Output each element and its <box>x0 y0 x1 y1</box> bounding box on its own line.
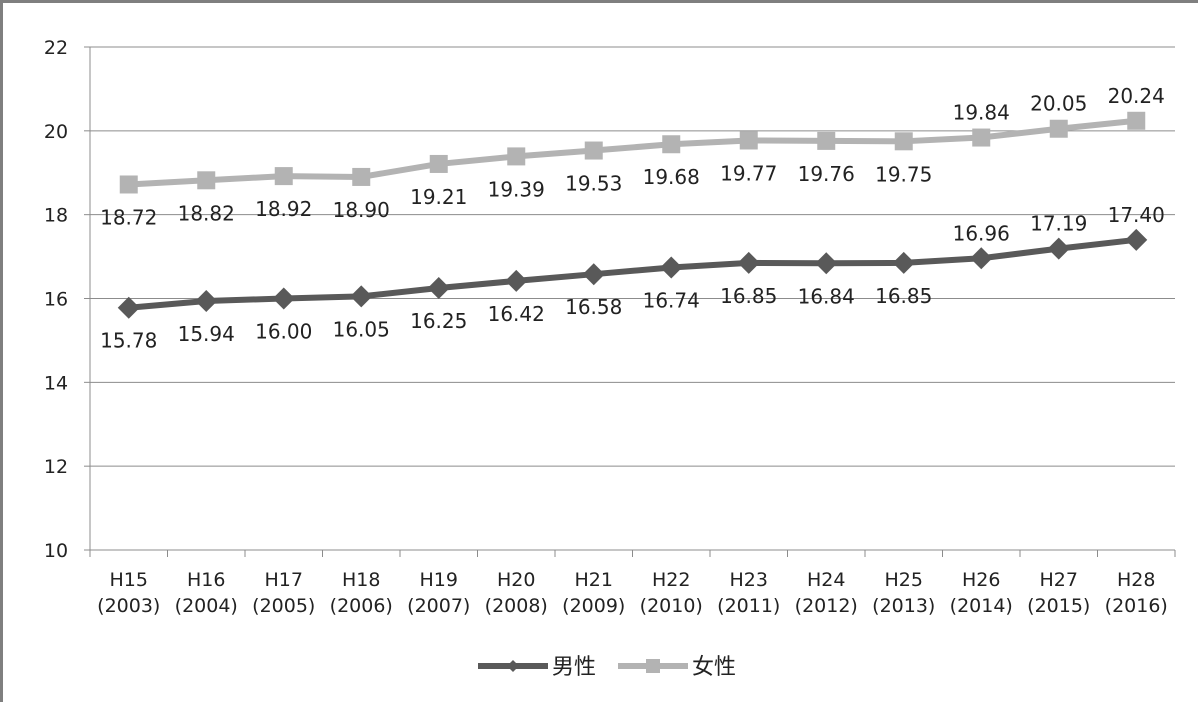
x-tick-label: H20 (2008) <box>485 569 548 617</box>
marker-diamond <box>970 247 993 270</box>
data-label: 17.40 <box>1108 203 1165 227</box>
marker-diamond <box>427 277 450 300</box>
y-tick-label: 22 <box>44 37 68 59</box>
y-tick-label: 16 <box>44 289 68 311</box>
legend-marker-square <box>646 659 660 673</box>
marker-square <box>1127 111 1146 130</box>
data-label: 15.78 <box>100 329 157 353</box>
y-tick-label: 18 <box>44 205 68 227</box>
data-label: 19.53 <box>565 172 622 196</box>
data-label: 18.90 <box>333 198 390 222</box>
x-tick-label: H16 (2004) <box>175 569 238 617</box>
x-tick-label: H28 (2016) <box>1105 569 1168 617</box>
data-label: 18.72 <box>100 205 157 229</box>
data-label: 16.00 <box>255 320 312 344</box>
data-label: 16.74 <box>643 288 700 312</box>
data-label: 16.85 <box>875 284 932 308</box>
marker-diamond <box>660 256 683 279</box>
series-lines <box>128 117 1137 311</box>
data-label: 15.94 <box>178 322 235 346</box>
marker-diamond <box>1125 228 1148 251</box>
data-label: 19.76 <box>798 162 855 186</box>
x-tick-label: H22 (2010) <box>640 569 703 617</box>
marker-square <box>662 135 681 154</box>
data-label: 19.21 <box>410 185 467 209</box>
marker-diamond <box>815 252 838 275</box>
legend-marker-diamond <box>507 660 519 672</box>
marker-diamond <box>582 263 605 286</box>
x-tick-label: H23 (2011) <box>717 569 780 617</box>
data-label: 18.92 <box>255 197 312 221</box>
data-label: 17.19 <box>1030 212 1087 236</box>
marker-square <box>507 147 526 166</box>
marker-square <box>817 131 836 150</box>
marker-diamond <box>505 269 528 292</box>
data-label: 16.84 <box>798 284 855 308</box>
marker-diamond <box>195 290 218 313</box>
data-label: 16.96 <box>953 221 1010 245</box>
data-label: 16.05 <box>333 317 390 341</box>
y-tick-label: 20 <box>44 121 68 143</box>
x-tick-label: H15 (2003) <box>97 569 160 617</box>
legend: 男性 女性 <box>478 655 736 680</box>
y-tick-label: 14 <box>44 372 68 394</box>
legend-label: 女性 <box>692 655 736 680</box>
data-label: 20.05 <box>1030 92 1087 116</box>
x-tick-label: H26 (2014) <box>950 569 1013 617</box>
data-label: 19.77 <box>720 161 777 185</box>
marker-diamond <box>350 285 373 308</box>
marker-square <box>584 141 603 160</box>
marker-square <box>739 131 758 150</box>
y-tick-label: 12 <box>44 456 68 478</box>
marker-diamond <box>1047 237 1070 260</box>
legend-label: 男性 <box>552 655 596 680</box>
marker-square <box>972 128 991 147</box>
x-tick-label: H18 (2006) <box>330 569 393 617</box>
y-tick-label: 10 <box>44 540 68 562</box>
data-label: 19.75 <box>875 162 932 186</box>
marker-square <box>119 175 138 194</box>
marker-diamond <box>737 251 760 274</box>
axes <box>84 46 1176 557</box>
x-tick-label: H17 (2005) <box>252 569 315 617</box>
marker-square <box>197 171 216 190</box>
marker-diamond <box>892 251 915 274</box>
series-line <box>128 236 1137 311</box>
data-labels: 15.78 15.94 16.00 16.05 16.25 16.42 16.58 16.74… <box>100 84 1165 353</box>
x-tick-label: H27 (2015) <box>1027 569 1090 617</box>
x-tick-label: H21 (2009) <box>562 569 625 617</box>
y-axis-ticks: 10 12 14 16 18 20 22 <box>44 37 68 562</box>
data-label: 19.39 <box>488 177 545 201</box>
data-label: 19.84 <box>953 101 1010 125</box>
series-line <box>128 117 1137 188</box>
x-tick-label: H24 (2012) <box>795 569 858 617</box>
marker-diamond <box>117 296 140 319</box>
data-label: 16.42 <box>488 302 545 326</box>
x-tick-label: H25 (2013) <box>872 569 935 617</box>
data-label: 16.58 <box>565 295 622 319</box>
marker-diamond <box>272 287 295 310</box>
data-label: 16.25 <box>410 309 467 333</box>
series-markers <box>117 111 1148 319</box>
marker-square <box>429 154 448 173</box>
data-label: 20.24 <box>1108 84 1165 108</box>
marker-square <box>274 167 293 186</box>
marker-square <box>1049 119 1068 138</box>
x-tick-label: H19 (2007) <box>407 569 470 617</box>
marker-square <box>352 167 371 186</box>
marker-square <box>894 132 913 151</box>
gridlines <box>90 46 1175 467</box>
data-label: 16.85 <box>720 284 777 308</box>
data-label: 18.82 <box>178 201 235 225</box>
x-axis-ticks: H15 (2003) H16 (2004) H17 (2005) H18 (2006) H19(… <box>97 569 1168 617</box>
data-label: 19.68 <box>643 165 700 189</box>
